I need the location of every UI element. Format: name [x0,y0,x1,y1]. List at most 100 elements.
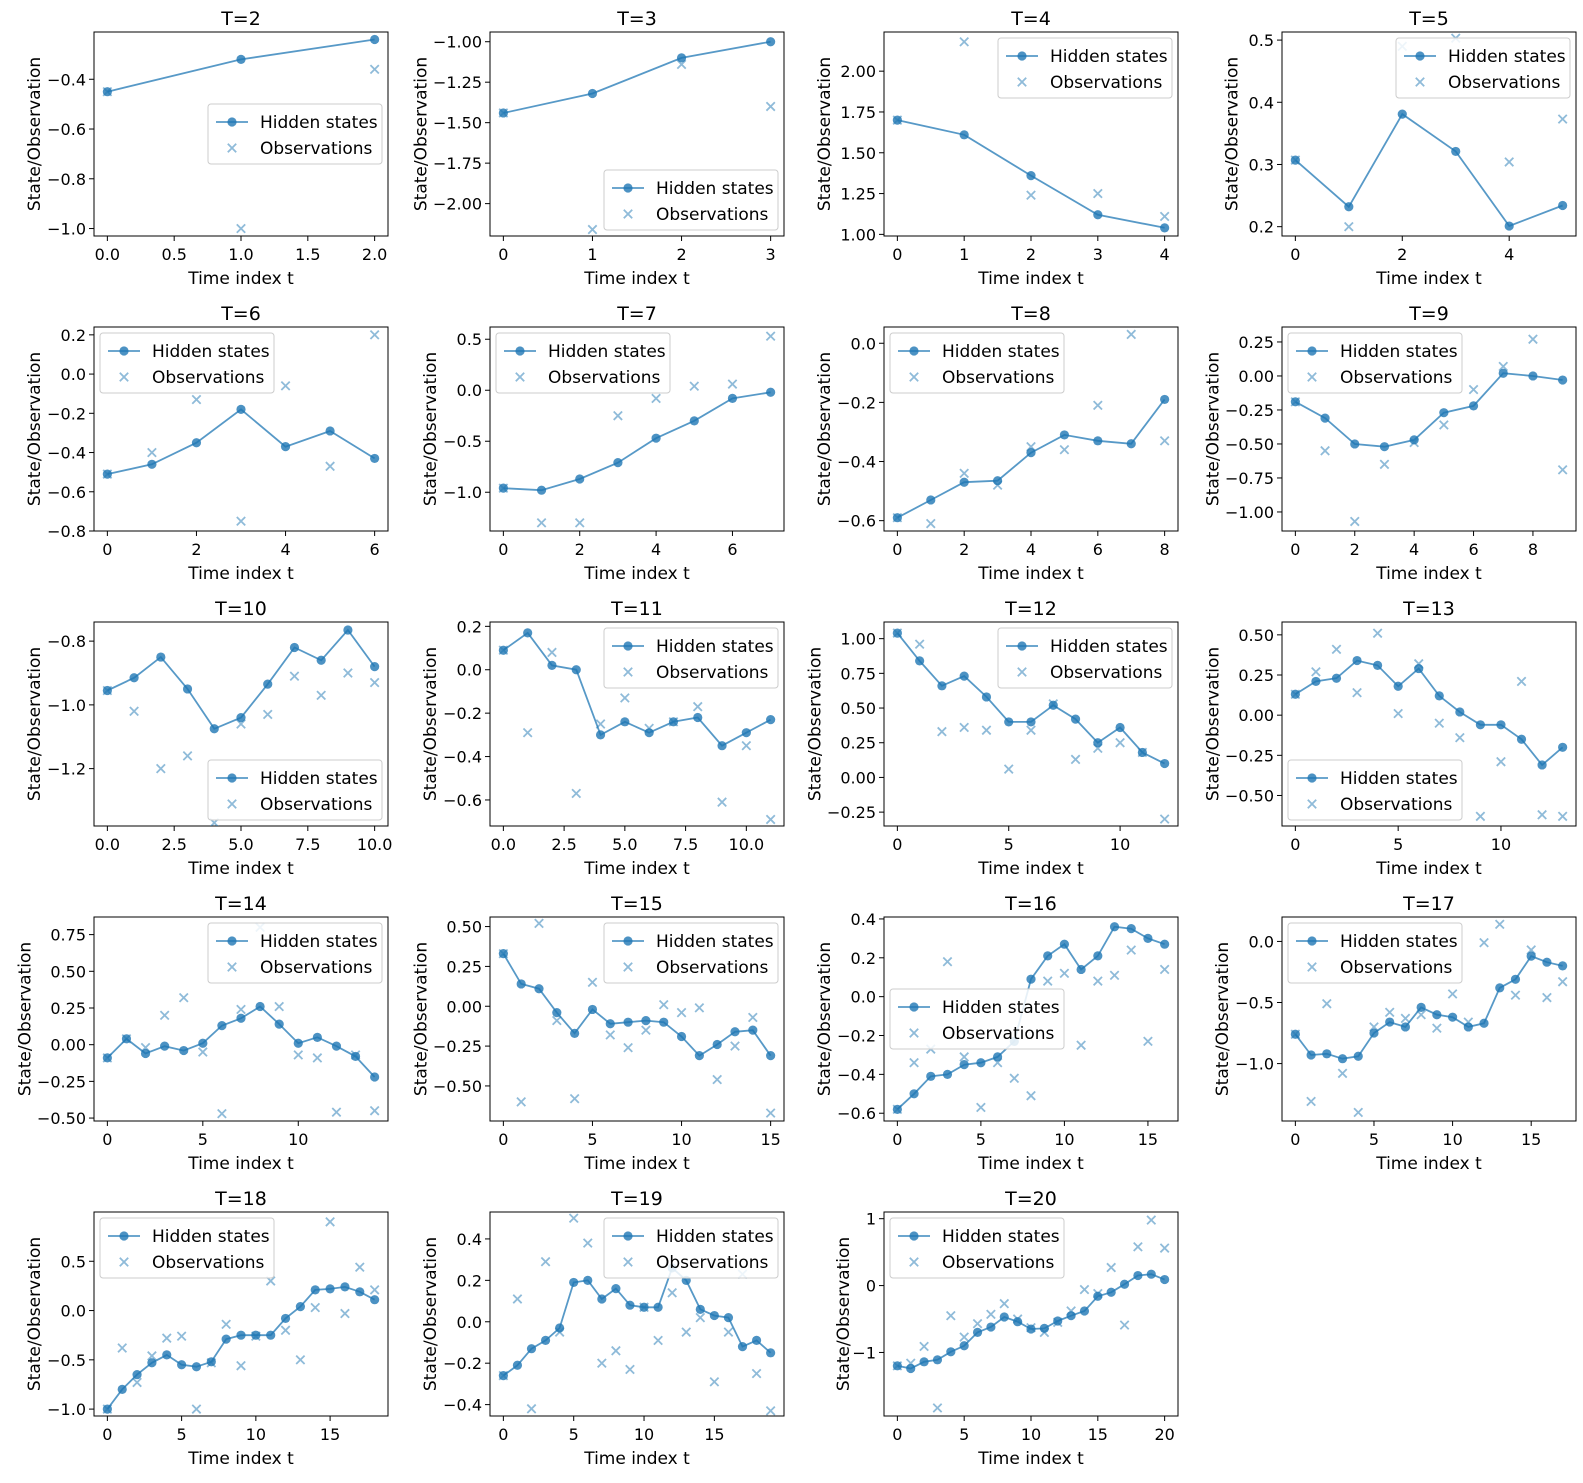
hidden-state-point [1076,964,1086,975]
hidden-state-point [512,1360,523,1370]
y-tick-label: 0.5 [457,330,482,349]
observation-point [1159,964,1170,975]
legend: Hidden states Observations [997,37,1173,99]
observation-point [340,1308,350,1319]
observation-point [623,1042,633,1053]
hidden-state-point [1379,442,1390,452]
observation-point [1003,764,1014,774]
hidden-state-point [1537,760,1547,770]
hidden-state-point [191,438,202,448]
hidden-state-point [132,1370,142,1380]
y-tick-label: −0.25 [827,803,876,822]
observation-point [1039,1327,1050,1338]
legend-marker-x [227,799,237,809]
legend: Hidden states Observations [1287,922,1463,984]
y-tick-label: −0.4 [47,444,86,463]
hidden-state-point [1026,448,1036,458]
subplot-title: T=12 [1004,598,1057,620]
y-tick-label: −0.2 [837,1027,876,1046]
hidden-states-line [503,391,771,492]
y-tick-label: −0.4 [837,453,876,472]
hidden-state-point [547,660,557,671]
hidden-state-point [1516,734,1527,744]
legend-label-observations: Observations [260,139,373,159]
observation-point [498,483,509,493]
hidden-state-point [217,1021,227,1031]
x-tick-label: 1 [959,245,969,264]
x-tick-label: 0 [1290,245,1300,264]
hidden-state-point [331,1041,342,1051]
legend-marker-circle [1307,773,1317,783]
legend: Hidden states Observations [997,627,1173,689]
hidden-state-point [727,393,738,403]
y-tick-label: 0.75 [50,926,86,945]
subplot-title: T=20 [1004,1188,1057,1210]
hidden-state-point [595,730,606,740]
hidden-state-point [1070,714,1081,724]
x-axis-label: Time index t [977,859,1084,879]
y-tick-label: −0.5 [1235,994,1274,1013]
observation-point [892,1104,903,1115]
hidden-state-point [1026,717,1036,727]
observation-point [221,1319,231,1330]
legend-box [1287,759,1463,821]
x-tick-label: 10 [1491,835,1511,854]
legend-label-hidden-states: Hidden states [1340,342,1458,362]
observation-point [1416,1009,1426,1020]
observation-point [1133,1241,1143,1252]
legend-marker-circle [1017,51,1027,61]
y-tick-label: −1.0 [443,483,482,502]
observation-point [676,1007,687,1018]
observation-point [1137,747,1148,758]
y-tick-label: −0.25 [433,1037,482,1056]
hidden-state-point [587,1004,598,1015]
y-tick-label: 0.00 [446,997,482,1016]
x-tick-label: 0 [498,245,508,264]
observation-point [1510,990,1521,1001]
hidden-state-point [1004,717,1014,727]
observation-point [992,1057,1003,1068]
hidden-state-point [1115,722,1125,733]
y-tick-label: 0.25 [840,734,876,753]
observation-point [1109,970,1120,981]
observation-point [1079,1284,1090,1295]
observation-point [1504,157,1515,167]
legend-label-observations: Observations [1050,73,1163,93]
x-tick-label: 0.0 [95,245,120,264]
hidden-state-point [741,728,751,738]
hidden-state-point [766,1348,776,1358]
hidden-state-point [942,1069,953,1079]
legend-label-hidden-states: Hidden states [260,932,378,952]
y-tick-label: −0.50 [1225,435,1274,454]
hidden-state-point [1026,974,1036,984]
legend-marker-circle [1415,51,1425,61]
x-tick-label: 10.0 [729,835,765,854]
x-tick-label: 5 [1369,1130,1379,1149]
observation-point [909,1057,919,1068]
x-tick-label: 10 [288,1130,308,1149]
y-tick-label: −0.4 [837,1065,876,1084]
observation-point [102,1404,113,1414]
observation-point [547,647,557,658]
observation-point [1026,190,1036,201]
legend-box [889,988,1065,1050]
hidden-state-point [946,1347,956,1357]
y-tick-label: −0.50 [37,1109,86,1128]
observation-point [1343,221,1354,232]
plot-area [498,331,776,528]
hidden-state-point [712,1039,722,1050]
y-tick-label: −2.00 [433,195,482,214]
subplot-t-17: T=17 Time index t −1.0 −0.5 0.0 0 5 10 15 State/O… [1213,893,1577,1174]
subplot-t-12: T=12 Time index t −0.25 0.00 0.25 0.50 0.75 1.0… [806,598,1179,879]
y-axis-label: State/Observation [25,647,45,801]
observation-point [892,115,903,125]
y-tick-label: −0.25 [1225,401,1274,420]
hidden-state-point [620,717,630,727]
y-axis-label: State/Observation [806,647,826,801]
hidden-state-point [236,54,246,64]
x-axis-label: Time index t [187,859,294,879]
y-tick-label: −0.2 [837,393,876,412]
hidden-state-point [709,1310,719,1321]
legend-marker-circle [623,1231,633,1241]
y-tick-label: −0.4 [443,748,482,767]
